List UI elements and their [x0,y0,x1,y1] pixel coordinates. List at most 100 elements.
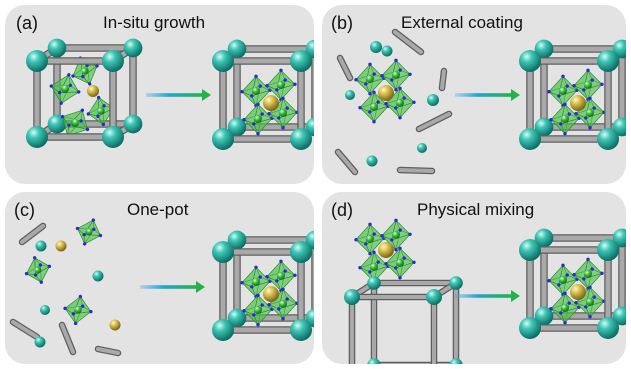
vertex-atom [96,114,100,118]
vertex-atom [563,291,567,295]
vertex-atom [252,313,256,317]
vertex-atom [574,301,578,305]
vertex-atom [281,126,285,130]
framework-node [227,308,247,328]
vertex-atom [275,88,279,92]
vertex-atom [242,309,246,313]
vertex-atom [250,285,254,289]
vertex-atom [559,311,563,315]
vertex-atom [394,218,398,222]
octahedron-face [585,300,605,318]
framework-node [366,155,378,167]
octahedron-face [276,83,296,101]
vertex-atom [86,112,91,116]
framework-node [290,319,312,341]
octahedron-core [392,71,400,79]
vertex-atom [549,118,553,122]
vertex-atom [398,276,402,280]
vertex-atom [68,83,73,88]
octahedron-face [73,311,92,324]
vertex-atom [412,260,416,264]
vertex-atom [372,120,376,124]
framework-node [367,358,381,364]
vertex-atom [394,106,398,110]
octahedron-face [560,306,580,324]
framework-node [344,289,360,305]
vertex-atom [252,122,256,126]
vertex-atom [33,256,37,260]
vertex-atom [285,106,289,110]
vertex-atom [82,242,87,246]
vertex-atom [547,279,551,283]
vertex-atom [567,112,571,116]
octahedron-core [97,107,105,115]
panel-a: (a) In-situ growth [5,5,314,184]
framework-node [212,128,234,150]
vertex-atom [73,321,78,326]
vertex-atom [267,303,271,307]
vertex-atom [600,271,604,275]
vertex-atom [572,273,576,277]
linker-rod [96,347,120,355]
vertex-atom [80,304,85,308]
vertex-atom [582,88,586,92]
center-atom [109,319,121,331]
vertex-atom [59,101,63,105]
process-arrow [455,294,512,298]
octahedron-face [59,91,80,104]
octahedron-face [391,73,411,91]
vertex-atom [92,227,96,231]
vertex-atom [95,64,99,68]
center-atom [55,240,67,252]
vertex-atom [102,104,106,108]
vertex-atom [384,262,388,266]
framework-node [227,230,247,250]
framework-node [449,276,463,290]
linker-rod [398,168,434,173]
vertex-atom [380,234,384,238]
vertex-atom [80,108,85,112]
vertex-atom [574,112,578,116]
vertex-atom [390,78,394,82]
vertex-atom [57,90,62,95]
vertex-atom [63,306,67,311]
vertex-atom [398,246,402,250]
vertex-atom [384,102,388,106]
octahedron-face [583,83,603,101]
vertex-atom [82,233,86,237]
vertex-atom [588,96,592,101]
process-arrow-head [202,89,211,101]
octahedron-face [83,234,102,245]
octahedron-core [561,304,569,312]
vertex-atom [549,307,553,311]
free-octahedron [75,218,103,246]
vertex-atom [242,118,246,122]
octahedron-core [279,109,287,117]
vertex-atom [77,90,81,94]
octahedron-face [278,302,298,320]
octahedron-core [366,235,374,243]
vertex-atom [354,238,358,242]
octahedron-core [584,270,592,278]
vertex-atom [572,84,576,88]
vertex-atom [565,273,569,277]
framework-node [123,114,143,134]
framework-node [290,50,312,72]
framework-node [212,241,234,263]
panel-label-d: (d) [331,200,353,220]
octahedron-core [71,119,79,127]
vertex-atom [368,222,372,226]
vertex-atom [561,74,565,79]
vertex-atom [60,114,65,119]
framework-node [92,270,104,282]
linker-rod [338,56,352,80]
vertex-atom [394,266,398,270]
framework-node [519,128,541,150]
linker-rod [336,150,357,174]
octahedron-core [586,298,594,306]
vertex-atom [33,273,38,277]
octahedron-face [583,272,603,290]
vertex-atom [586,68,590,72]
vertex-atom [256,132,260,136]
diagram-b [334,28,626,176]
